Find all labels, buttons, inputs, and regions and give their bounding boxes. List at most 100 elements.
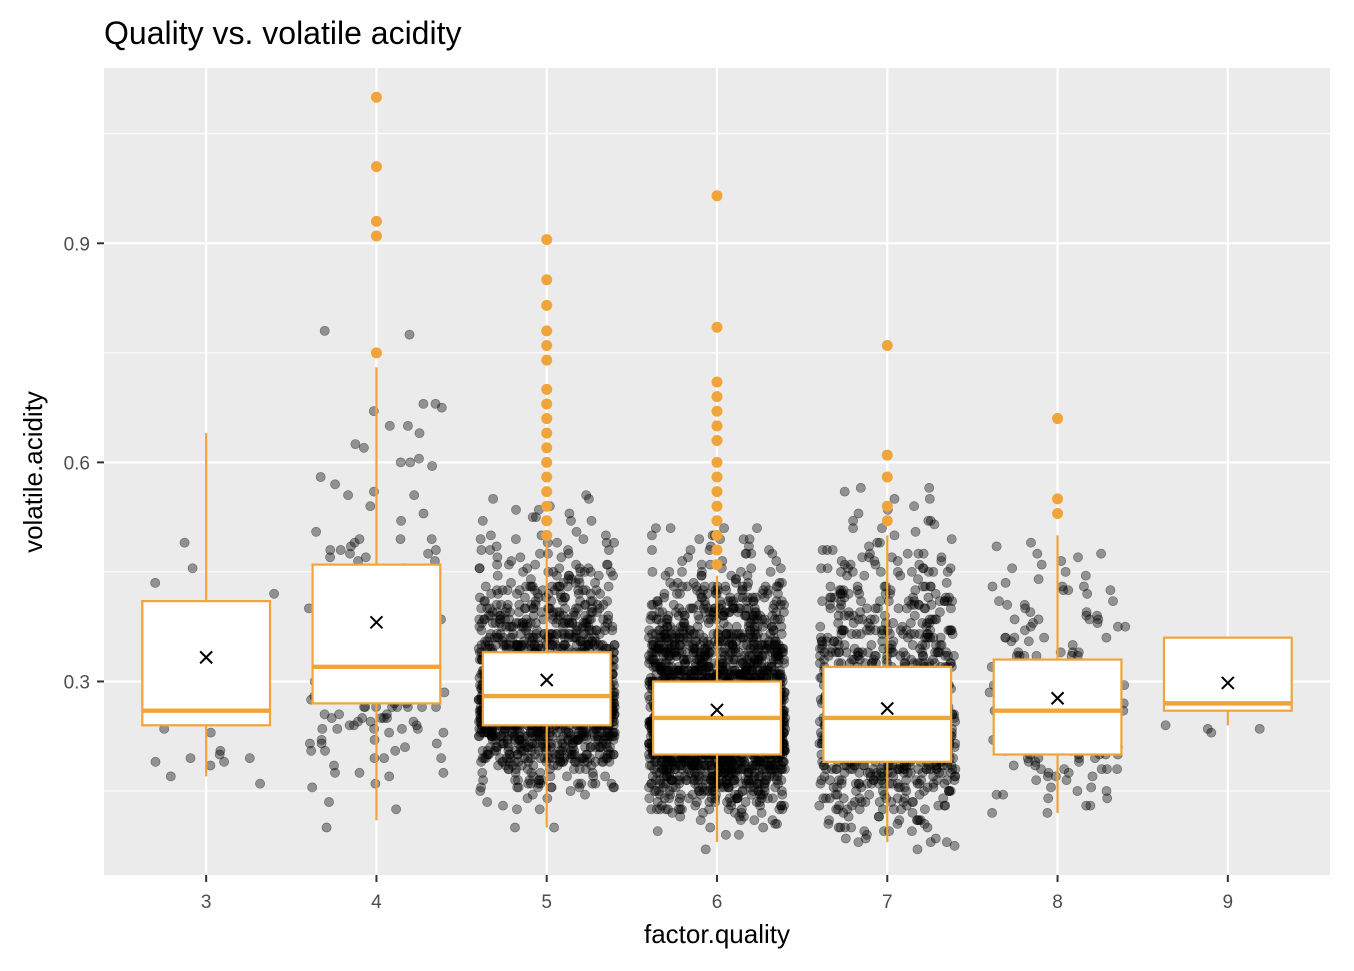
- jitter-point: [537, 743, 546, 752]
- jitter-point: [1064, 768, 1073, 777]
- jitter-point: [604, 582, 613, 591]
- jitter-point: [759, 823, 768, 832]
- jitter-point: [1003, 600, 1012, 609]
- jitter-point: [572, 527, 581, 536]
- jitter-point: [510, 823, 519, 832]
- jitter-point: [1001, 578, 1010, 587]
- outlier-point: [541, 340, 552, 351]
- outlier-point: [712, 471, 723, 482]
- jitter-point: [697, 567, 706, 576]
- jitter-point: [936, 640, 945, 649]
- jitter-point: [1034, 575, 1043, 584]
- jitter-point: [477, 545, 486, 554]
- outlier-point: [712, 322, 723, 333]
- box-iqr: [994, 660, 1122, 755]
- jitter-point: [1032, 776, 1041, 785]
- outlier-point: [541, 384, 552, 395]
- jitter-point: [1121, 622, 1130, 631]
- jitter-point: [543, 549, 552, 558]
- outlier-point: [712, 486, 723, 497]
- jitter-point: [305, 739, 314, 748]
- jitter-point: [920, 805, 929, 814]
- jitter-point: [648, 567, 657, 576]
- jitter-point: [854, 651, 863, 660]
- jitter-point: [871, 560, 880, 569]
- chart-title: Quality vs. volatile acidity: [104, 15, 461, 51]
- jitter-point: [769, 604, 778, 613]
- jitter-point: [777, 801, 786, 810]
- jitter-point: [1028, 618, 1037, 627]
- jitter-point: [594, 571, 603, 580]
- jitter-point: [1106, 586, 1115, 595]
- jitter-point: [658, 618, 667, 627]
- jitter-point: [604, 545, 613, 554]
- jitter-point: [655, 790, 664, 799]
- jitter-point: [894, 604, 903, 613]
- jitter-point: [439, 728, 448, 737]
- outlier-point: [541, 413, 552, 424]
- jitter-point: [427, 535, 436, 544]
- jitter-point: [926, 838, 935, 847]
- jitter-point: [827, 765, 836, 774]
- jitter-point: [1044, 768, 1053, 777]
- jitter-point: [525, 776, 534, 785]
- jitter-point: [750, 816, 759, 825]
- jitter-point: [739, 633, 748, 642]
- jitter-point: [918, 768, 927, 777]
- jitter-point: [1255, 724, 1264, 733]
- outlier-point: [371, 92, 382, 103]
- jitter-point: [720, 524, 729, 533]
- jitter-point: [410, 491, 419, 500]
- jitter-point: [924, 516, 933, 525]
- jitter-point: [1087, 783, 1096, 792]
- jitter-point: [840, 487, 849, 496]
- jitter-point: [841, 834, 850, 843]
- jitter-point: [910, 502, 919, 511]
- jitter-point: [912, 776, 921, 785]
- jitter-point: [415, 429, 424, 438]
- jitter-point: [1108, 597, 1117, 606]
- jitter-point: [186, 754, 195, 763]
- jitter-point: [772, 582, 781, 591]
- jitter-point: [1044, 794, 1053, 803]
- jitter-point: [652, 757, 661, 766]
- jitter-point: [721, 830, 730, 839]
- jitter-point: [916, 816, 925, 825]
- jitter-point: [432, 739, 441, 748]
- jitter-point: [816, 779, 825, 788]
- jitter-point: [849, 618, 858, 627]
- jitter-point: [826, 604, 835, 613]
- jitter-point: [1088, 772, 1097, 781]
- jitter-point: [875, 538, 884, 547]
- jitter-point: [359, 443, 368, 452]
- outlier-point: [712, 420, 723, 431]
- jitter-point: [483, 797, 492, 806]
- jitter-point: [647, 611, 656, 620]
- jitter-point: [700, 597, 709, 606]
- jitter-point: [767, 622, 776, 631]
- jitter-point: [506, 578, 515, 587]
- jitter-point: [481, 754, 490, 763]
- jitter-point: [677, 757, 686, 766]
- jitter-point: [320, 710, 329, 719]
- jitter-point: [756, 772, 765, 781]
- jitter-point: [922, 618, 931, 627]
- jitter-point: [403, 421, 412, 430]
- jitter-point: [1081, 571, 1090, 580]
- outlier-point: [541, 234, 552, 245]
- jitter-point: [893, 567, 902, 576]
- outlier-point: [541, 274, 552, 285]
- jitter-point: [1061, 567, 1070, 576]
- jitter-point: [825, 816, 834, 825]
- outlier-point: [712, 377, 723, 388]
- jitter-point: [431, 399, 440, 408]
- outlier-point: [541, 300, 552, 311]
- jitter-point: [678, 608, 687, 617]
- jitter-point: [270, 589, 279, 598]
- jitter-point: [826, 582, 835, 591]
- jitter-point: [728, 633, 737, 642]
- outlier-point: [541, 428, 552, 439]
- jitter-point: [428, 461, 437, 470]
- jitter-point: [206, 728, 215, 737]
- jitter-point: [583, 640, 592, 649]
